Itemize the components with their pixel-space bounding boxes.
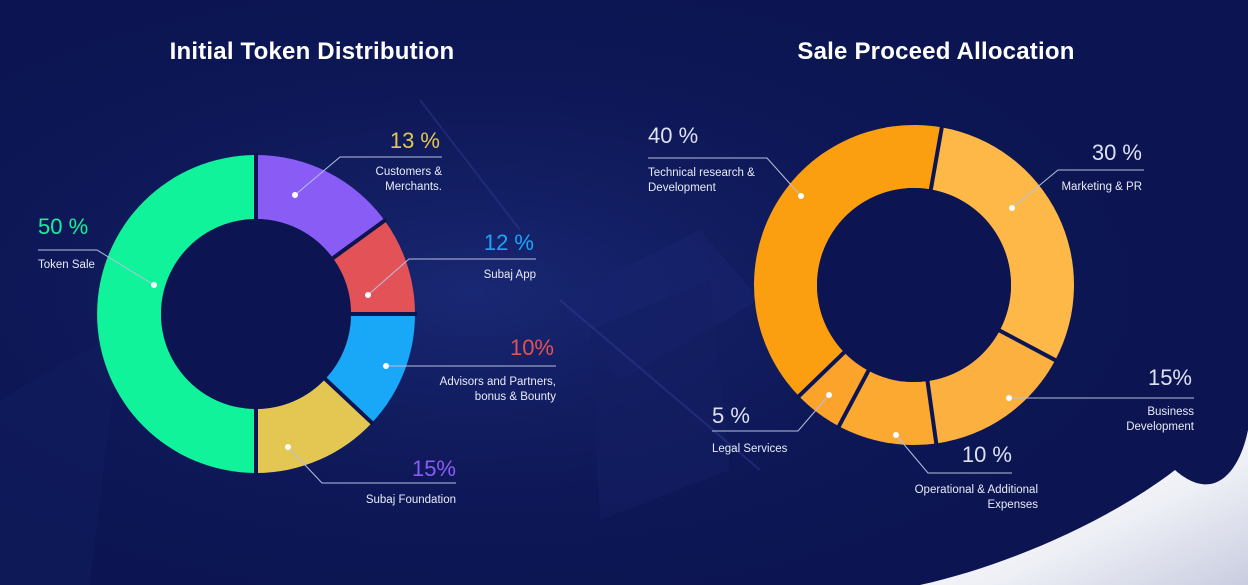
- category-label: Subaj Foundation: [366, 494, 456, 506]
- percent-label: 40 %: [648, 123, 698, 148]
- slice-separator: [928, 125, 945, 192]
- percent-label: 15%: [1148, 365, 1192, 390]
- percent-label: 15%: [412, 456, 456, 481]
- leader-dot: [383, 363, 389, 369]
- category-label: Merchants.: [385, 181, 442, 193]
- slice-separator: [796, 349, 848, 399]
- percent-label: 12 %: [484, 230, 534, 255]
- percent-label: 30 %: [1092, 140, 1142, 165]
- sale-allocation-donut: 30 % Marketing & PR 15% Business Development…: [648, 123, 1195, 511]
- leader-dot: [151, 282, 157, 288]
- category-label: Development: [648, 182, 717, 194]
- category-label: bonus & Bounty: [475, 391, 556, 403]
- donut-slice: [325, 314, 415, 423]
- leader-line: [648, 157, 802, 197]
- percent-label: 13 %: [390, 128, 440, 153]
- chart-title: Sale Proceed Allocation: [797, 38, 1075, 65]
- token-distribution-panel: Initial Token Distribution 50 % Token Sal…: [38, 38, 556, 506]
- slice-separator: [996, 327, 1058, 363]
- category-label: Development: [1126, 421, 1195, 433]
- percent-label: 10%: [510, 335, 554, 360]
- category-label: Expenses: [987, 499, 1038, 511]
- leader-dot: [826, 392, 832, 398]
- leader-dot: [893, 432, 899, 438]
- leader-line: [294, 156, 442, 196]
- leader-dot: [798, 193, 804, 199]
- chart-title: Initial Token Distribution: [169, 38, 455, 65]
- slice-separator: [322, 376, 375, 426]
- category-label: Technical research &: [648, 167, 755, 179]
- category-label: Operational & Additional: [915, 484, 1038, 496]
- percent-label: 5 %: [712, 403, 750, 428]
- donut-hole: [161, 219, 351, 409]
- leader-dot: [1009, 205, 1015, 211]
- leader-line: [287, 446, 456, 484]
- leader-dot: [292, 192, 298, 198]
- leader-line: [712, 394, 830, 432]
- slice-separator: [330, 217, 388, 261]
- leader-line: [38, 249, 155, 286]
- donut-slice: [256, 379, 372, 473]
- leader-line: [367, 258, 536, 296]
- background-shape: [0, 330, 120, 585]
- leader-dot: [285, 444, 291, 450]
- category-label: Subaj App: [484, 269, 536, 281]
- background-shape: [590, 280, 730, 520]
- slice-separator: [925, 378, 939, 446]
- donut-slice: [930, 127, 1074, 361]
- sale-allocation-panel: Sale Proceed Allocation 30 % Marketing & …: [624, 0, 1248, 585]
- category-label: Marketing & PR: [1061, 181, 1142, 193]
- category-label: Token Sale: [38, 259, 95, 271]
- background-beam: [559, 299, 761, 471]
- leader-dot: [1006, 395, 1012, 401]
- token-distribution-donut: 50 % Token Sale 15% Subaj Foundation 10% Advi…: [38, 128, 556, 506]
- category-label: Customers &: [376, 166, 443, 178]
- donut-slice: [97, 155, 256, 473]
- category-label: Legal Services: [712, 443, 788, 455]
- donut-slice: [927, 330, 1056, 444]
- donut-hole: [817, 188, 1011, 382]
- category-label: Business: [1147, 406, 1194, 418]
- donut-slice: [838, 370, 937, 445]
- donut-slice: [256, 155, 385, 259]
- percent-label: 50 %: [38, 214, 88, 239]
- background-beam: [419, 99, 521, 231]
- percent-label: 10 %: [962, 442, 1012, 467]
- category-label: Advisors and Partners,: [440, 376, 556, 388]
- slice-separator: [836, 367, 872, 429]
- donut-slice: [798, 352, 869, 427]
- page-curl: [920, 430, 1248, 585]
- donut-slice: [754, 125, 942, 397]
- leader-line: [1011, 169, 1144, 209]
- leader-dot: [365, 292, 371, 298]
- leader-line: [895, 434, 1012, 474]
